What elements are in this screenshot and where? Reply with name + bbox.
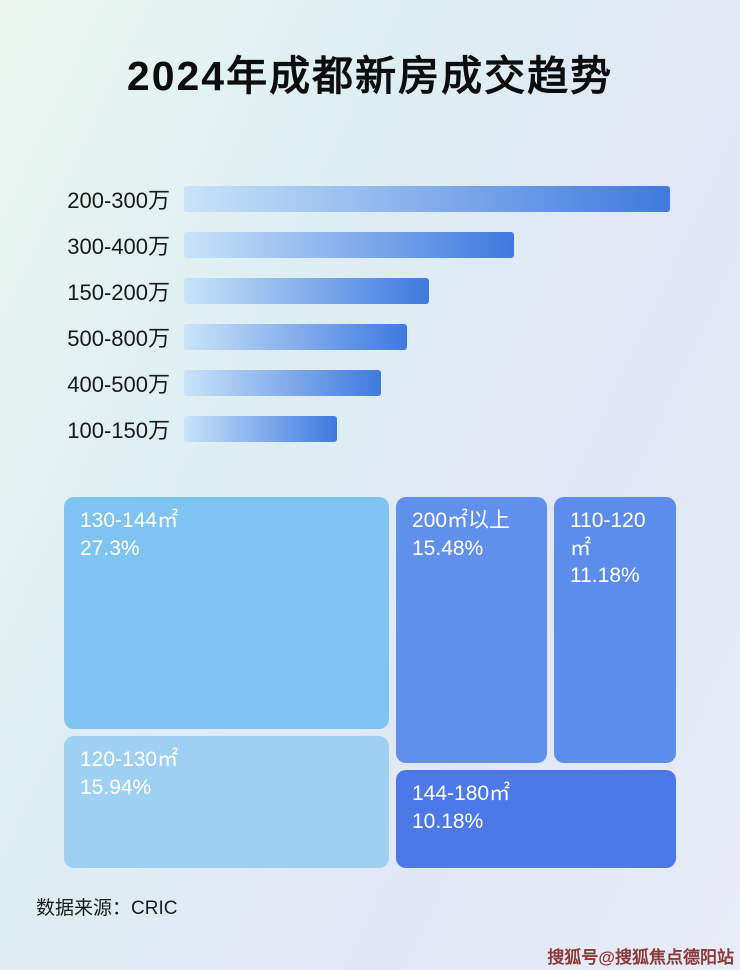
bar-row: 150-200万 xyxy=(48,278,670,305)
bar-track xyxy=(184,278,670,304)
treemap-block-pct: 10.18% xyxy=(412,809,484,833)
bar-category-label: 150-200万 xyxy=(67,280,170,305)
bar-category-label: 200-300万 xyxy=(67,188,170,213)
bar-row: 400-500万 xyxy=(48,370,670,397)
treemap-block-120-130: 120-130㎡ 15.94% xyxy=(64,736,389,868)
data-source-label: 数据来源：CRIC xyxy=(36,898,178,919)
treemap-block-200-plus: 200㎡以上 15.48% xyxy=(396,497,547,763)
page-title: 2024年成都新房成交趋势 xyxy=(126,53,614,99)
bar-category-label: 400-500万 xyxy=(67,372,170,397)
treemap-block-pct: 11.18% xyxy=(570,564,640,588)
bar-category-label: 100-150万 xyxy=(67,418,170,443)
bar-category-label: 300-400万 xyxy=(67,234,170,259)
treemap: 130-144㎡ 27.3% 200㎡以上 15.48% 110-120㎡ 11… xyxy=(64,497,676,868)
bar-category-label: 500-800万 xyxy=(67,326,170,351)
treemap-block-pct: 27.3% xyxy=(80,536,140,560)
bar-track xyxy=(184,186,670,212)
bar xyxy=(184,278,430,304)
bar-row: 500-800万 xyxy=(48,324,670,351)
bar xyxy=(184,370,382,396)
bar-track xyxy=(184,370,670,396)
treemap-block-label: 200㎡以上 xyxy=(412,509,511,532)
treemap-block-pct: 15.94% xyxy=(80,775,152,799)
bar-chart: 200-300万 300-400万 150-200万 500-800万 400-500万… xyxy=(48,186,670,443)
treemap-block-label: 144-180㎡ xyxy=(412,782,511,805)
bar-row: 300-400万 xyxy=(48,232,670,259)
treemap-block-label: 130-144㎡ xyxy=(80,509,179,532)
treemap-block-pct: 15.48% xyxy=(412,536,484,560)
treemap-block-130-144: 130-144㎡ 27.3% xyxy=(64,497,389,729)
bar-track xyxy=(184,416,670,442)
bar-track xyxy=(184,232,670,258)
treemap-block-110-120: 110-120㎡ 11.18% xyxy=(554,497,676,763)
treemap-block-label: 120-130㎡ xyxy=(80,748,179,771)
bar-track xyxy=(184,324,670,350)
bar-row: 100-150万 xyxy=(48,416,670,443)
bar-row: 200-300万 xyxy=(48,186,670,213)
treemap-block-label: 110-120㎡ xyxy=(570,509,646,560)
bar xyxy=(184,416,338,442)
watermark: 搜狐号@搜狐焦点德阳站 xyxy=(547,948,734,967)
bar xyxy=(184,232,515,258)
bar xyxy=(184,186,670,212)
bar xyxy=(184,324,407,350)
treemap-block-144-180: 144-180㎡ 10.18% xyxy=(396,770,676,868)
